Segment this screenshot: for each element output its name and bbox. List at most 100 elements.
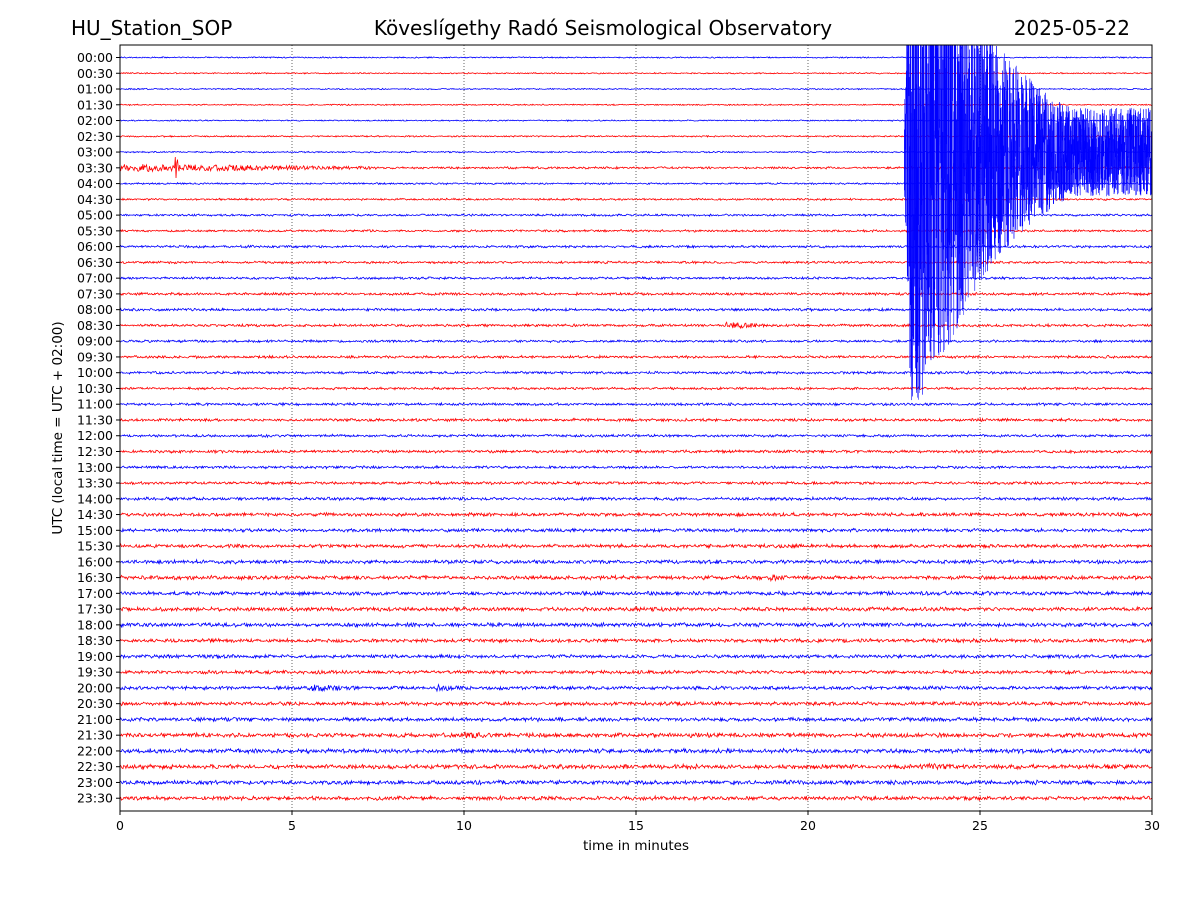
x-tick-label: 10 [456,818,472,833]
y-tick-label: 05:30 [77,223,113,238]
y-tick-label: 00:30 [77,66,113,81]
trace-2300 [120,778,1152,786]
y-tick-label: 01:00 [77,82,113,97]
y-tick-label: 04:30 [77,192,113,207]
y-tick-label: 21:30 [77,728,113,743]
trace-2330 [120,794,1152,802]
y-tick-label: 11:30 [77,412,113,427]
trace-0700 [120,275,1152,281]
trace-2030 [120,700,1152,707]
y-tick-label: 12:30 [77,444,113,459]
date-label: 2025-05-22 [1013,16,1130,40]
y-tick-label: 16:00 [77,554,113,569]
trace-1830 [120,637,1152,644]
y-tick-label: 08:30 [77,318,113,333]
y-tick-label: 08:00 [77,302,113,317]
trace-0830 [120,321,1152,330]
y-tick-label: 10:00 [77,365,113,380]
y-tick-label: 17:30 [77,602,113,617]
trace-0430 [120,197,1152,202]
trace-1130 [120,417,1152,423]
trace-0800 [120,306,1152,313]
y-tick-label: 23:00 [77,775,113,790]
y-tick-label: 20:00 [77,680,113,695]
trace-2130 [120,731,1152,739]
x-tick-label: 20 [800,818,816,833]
trace-0500 [120,212,1152,218]
y-tick-label: 10:30 [77,381,113,396]
y-tick-label: 13:00 [77,460,113,475]
y-tick-label: 05:00 [77,208,113,223]
y-tick-label: 09:30 [77,349,113,364]
trace-1530 [120,542,1152,550]
trace-1630 [120,574,1152,583]
observatory-title: Köveslígethy Radó Seismological Observat… [373,16,833,40]
trace-1030 [120,386,1152,391]
y-tick-label: 20:30 [77,696,113,711]
trace-0000 [120,56,1152,59]
x-tick-label: 25 [972,818,988,833]
y-tick-label: 22:00 [77,743,113,758]
trace-1230 [120,448,1152,455]
trace-1600 [120,558,1152,566]
y-tick-label: 03:30 [77,160,113,175]
trace-1000 [120,370,1152,376]
trace-0530 [120,228,1152,233]
y-tick-label: 01:30 [77,97,113,112]
trace-0630 [120,260,1152,265]
y-tick-label: 00:00 [77,50,113,65]
trace-1330 [120,480,1152,486]
trace-1800 [120,621,1152,629]
y-axis-ticks: 00:0000:3001:0001:3002:0002:3003:0003:30… [77,50,120,806]
y-tick-label: 15:30 [77,539,113,554]
y-tick-label: 14:30 [77,507,113,522]
y-tick-label: 07:00 [77,271,113,286]
trace-1300 [120,464,1152,470]
y-tick-label: 17:00 [77,586,113,601]
trace-1500 [120,527,1152,534]
trace-event-overlay [904,45,1152,401]
vertical-grid [291,45,981,811]
y-tick-label: 21:00 [77,712,113,727]
trace-2230 [120,762,1152,771]
y-tick-label: 06:30 [77,255,113,270]
y-tick-label: 11:00 [77,397,113,412]
seismic-traces [120,45,1152,802]
x-tick-label: 5 [288,818,296,833]
trace-0600 [120,244,1152,250]
y-tick-label: 14:00 [77,491,113,506]
trace-0900 [120,338,1152,344]
trace-1400 [120,495,1152,502]
y-tick-label: 12:00 [77,428,113,443]
y-tick-label: 02:00 [77,113,113,128]
trace-2200 [120,747,1152,755]
y-tick-label: 07:30 [77,286,113,301]
trace-1900 [120,653,1152,660]
x-tick-label: 0 [116,818,124,833]
station-name: HU_Station_SOP [71,16,233,40]
x-axis-ticks: 0 5 10 15 20 25 30 [116,811,1160,833]
y-tick-label: 06:00 [77,239,113,254]
trace-1730 [120,605,1152,613]
x-axis-label: time in minutes [583,838,689,854]
y-tick-label: 18:30 [77,633,113,648]
y-tick-label: 19:30 [77,665,113,680]
y-tick-label: 02:30 [77,129,113,144]
y-tick-label: 22:30 [77,759,113,774]
y-tick-label: 18:00 [77,617,113,632]
trace-0730 [120,291,1152,297]
trace-2100 [120,716,1152,723]
x-tick-label: 15 [628,818,644,833]
y-tick-label: 04:00 [77,176,113,191]
trace-1430 [120,511,1152,518]
y-tick-label: 16:30 [77,570,113,585]
y-tick-label: 19:00 [77,649,113,664]
trace-1200 [120,433,1152,439]
y-tick-label: 23:30 [77,791,113,806]
trace-0930 [120,354,1152,360]
y-tick-label: 09:00 [77,334,113,349]
trace-2000 [120,683,1152,693]
trace-1700 [120,589,1152,597]
trace-1930 [120,668,1152,676]
